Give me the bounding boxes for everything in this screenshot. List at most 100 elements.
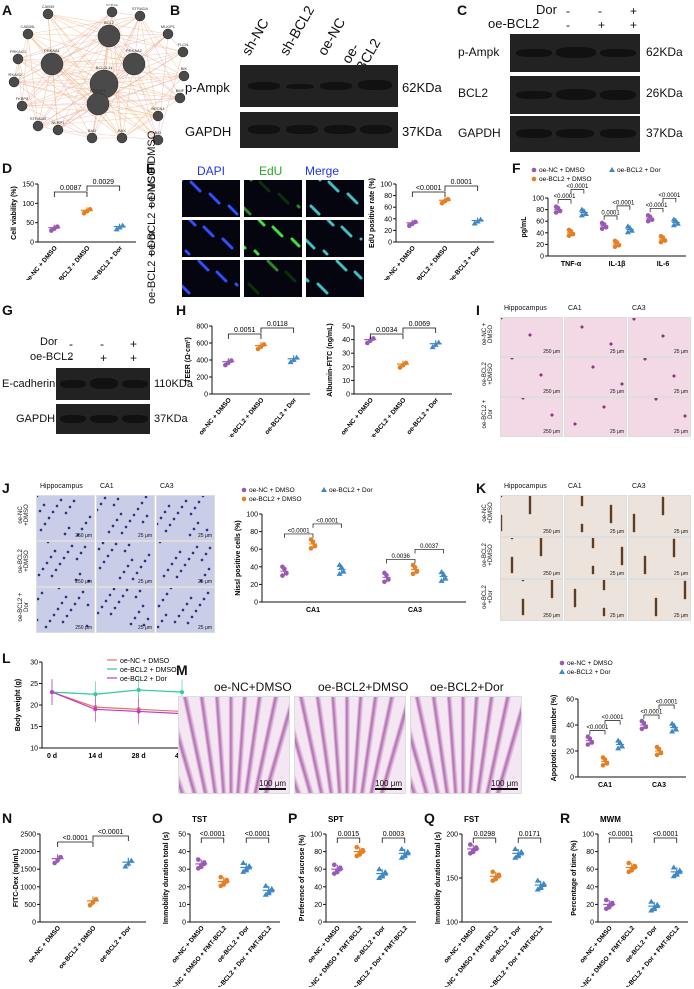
p-value: 0.0298 bbox=[474, 831, 496, 838]
y-axis-label: Apoptotic cell number (%) bbox=[551, 695, 558, 782]
data-point bbox=[280, 573, 285, 578]
column-header: CA1 bbox=[568, 305, 582, 312]
legend-marker bbox=[321, 487, 327, 492]
y-tick-label: 25 bbox=[30, 681, 38, 688]
data-point bbox=[382, 870, 389, 876]
data-point bbox=[645, 213, 651, 218]
network-node-label: STRADB bbox=[30, 116, 47, 121]
row-label: oe-BCL2 +Dor bbox=[482, 585, 494, 609]
col-label: oe-NC+DMSO bbox=[214, 680, 292, 694]
series-line bbox=[51, 691, 183, 715]
network-edge bbox=[37, 35, 110, 127]
y-tick-label: 100 bbox=[246, 512, 258, 519]
cond-val: + bbox=[130, 337, 138, 351]
y-tick-label: 0 bbox=[570, 775, 574, 782]
data-point bbox=[639, 726, 645, 732]
data-point bbox=[658, 750, 664, 756]
data-point bbox=[398, 845, 405, 851]
histology-image: 25 μm bbox=[564, 495, 627, 537]
data-point bbox=[240, 868, 247, 874]
cond-val: + bbox=[598, 18, 606, 32]
data-point bbox=[262, 882, 269, 888]
y-tick-label: 800 bbox=[196, 324, 208, 331]
data-point bbox=[585, 742, 591, 747]
y-tick-label: 60 bbox=[586, 867, 594, 874]
y-axis-label: Cell viability (%) bbox=[11, 186, 18, 240]
significance-bracket bbox=[312, 523, 342, 528]
x-tick-label: oe-BCL2 + DMSO bbox=[58, 925, 98, 971]
x-tick-label: oe-BCL2 + Dor bbox=[90, 244, 125, 280]
data-point bbox=[113, 226, 120, 232]
data-point bbox=[537, 884, 544, 890]
y-tick-label: 0 bbox=[204, 392, 208, 399]
network-node-label: BAD bbox=[88, 128, 96, 133]
row-label: oe-BCL2 + Dor bbox=[18, 592, 30, 622]
scale-bar-label: 25 μm bbox=[198, 533, 212, 539]
data-point bbox=[600, 763, 606, 768]
y-tick-label: 60 bbox=[250, 547, 258, 554]
significance-bracket bbox=[369, 333, 404, 339]
network-edge bbox=[57, 129, 159, 141]
data-point bbox=[340, 568, 347, 574]
p-value: 0.0015 bbox=[338, 831, 360, 838]
network-node-label: BMF bbox=[176, 88, 185, 93]
data-point bbox=[246, 864, 253, 870]
histology-image: 250 μm bbox=[500, 357, 563, 397]
y-tick-label: 0 bbox=[388, 240, 392, 247]
network-edge bbox=[13, 11, 113, 83]
data-point bbox=[566, 227, 572, 233]
data-point bbox=[674, 220, 681, 226]
cond-val: + bbox=[630, 18, 638, 32]
data-point bbox=[603, 897, 609, 903]
data-point bbox=[438, 569, 445, 575]
blot-row-label: BCL2 bbox=[458, 86, 489, 100]
y-tick-label: 40 bbox=[536, 230, 544, 237]
panel-label-f: F bbox=[512, 160, 521, 176]
data-point bbox=[477, 216, 484, 222]
data-point bbox=[643, 724, 649, 730]
blot-row-label: p-Ampk bbox=[185, 80, 230, 95]
network-node bbox=[152, 110, 164, 122]
histology-image: 250 μm bbox=[36, 541, 95, 587]
chart-m-apoptosis: 0 20 40 60 Apoptotic cell number (%) CA1 <0.00… bbox=[551, 660, 686, 789]
cond-label: Dor bbox=[536, 2, 557, 17]
fluorescence-image bbox=[306, 220, 364, 257]
histology-image: 250 μm bbox=[500, 495, 563, 537]
lane-label: sh-NC bbox=[238, 15, 272, 58]
y-tick-label: 40 bbox=[586, 884, 594, 891]
data-point bbox=[240, 860, 247, 866]
data-point bbox=[628, 227, 635, 233]
chart-o: 0 10 20 30 40 50 Immobility duration total (s)… bbox=[163, 815, 280, 987]
y-tick-label: 0 bbox=[182, 920, 186, 927]
data-point bbox=[50, 690, 54, 695]
data-point bbox=[336, 570, 343, 576]
x-tick-label: oe-NC + DMSO bbox=[27, 925, 62, 965]
x-tick-label: oe-NC + DMSO bbox=[24, 245, 59, 280]
y-axis-label: Nissl positive cells (%) bbox=[235, 520, 242, 595]
blot-row-label: p-Ampk bbox=[458, 45, 500, 59]
histology-image: 25 μm bbox=[628, 579, 691, 621]
network-edge bbox=[27, 33, 105, 85]
y-tick-label: 0 bbox=[254, 600, 258, 607]
network-edge bbox=[37, 75, 185, 127]
network-node bbox=[106, 6, 118, 18]
network-edge bbox=[108, 35, 159, 141]
data-point bbox=[649, 217, 655, 223]
network-node-label: PRKAA2 bbox=[126, 48, 143, 53]
cond-val: - bbox=[69, 337, 73, 351]
histology-image: 25 μm bbox=[564, 397, 627, 437]
network-node bbox=[8, 76, 20, 88]
data-point bbox=[262, 891, 269, 897]
legend-label: oe-BCL2 + DMSO bbox=[120, 667, 177, 674]
p-value: <0.0001 bbox=[602, 715, 625, 721]
blot-g-ecad bbox=[56, 368, 150, 400]
data-point bbox=[410, 562, 416, 568]
scale-bar-label: 250 μm bbox=[75, 533, 92, 539]
fluorescence-image bbox=[244, 220, 302, 257]
y-tick-label: 1000 bbox=[20, 884, 36, 891]
data-point bbox=[401, 853, 408, 859]
y-tick-label: 20 bbox=[586, 902, 594, 909]
network-node bbox=[22, 28, 34, 40]
histology-image: 25 μm bbox=[564, 317, 627, 357]
y-tick-label: 40 bbox=[384, 216, 392, 223]
